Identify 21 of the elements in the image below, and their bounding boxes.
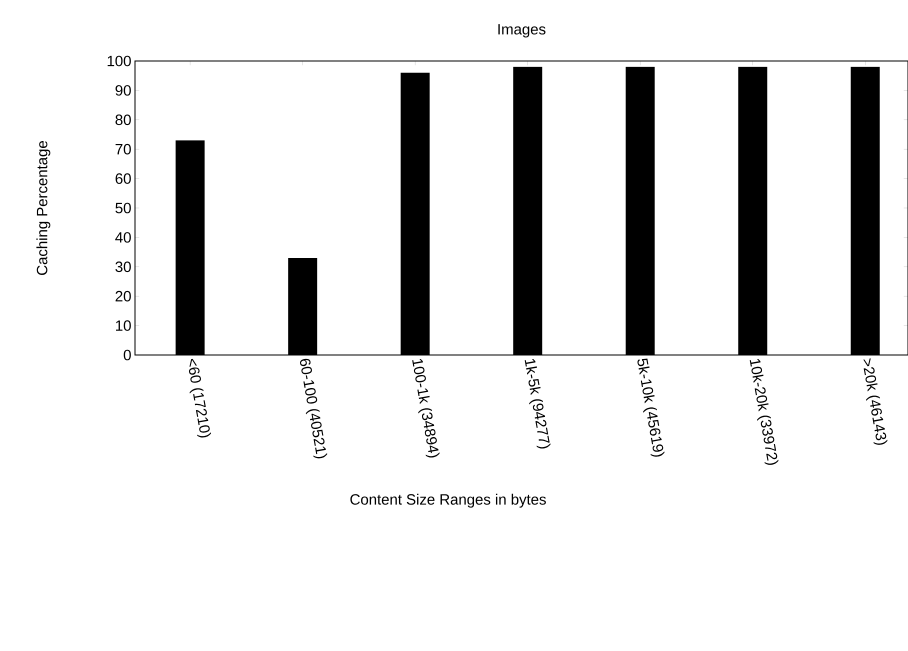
y-tick-label: 100 — [108, 56, 131, 66]
x-tick-label: 100-1k (34894) — [412, 359, 440, 458]
y-tick-label: 60 — [116, 173, 131, 184]
y-tick-label: 30 — [115, 262, 131, 272]
y-tick-label: 40 — [115, 232, 131, 243]
y-tick-label: 50 — [115, 202, 131, 214]
x-tick-label: 1k-5k (94277) — [524, 359, 551, 449]
y-tick-label: 10 — [116, 320, 131, 331]
x-axis-title: Content Size Ranges in bytes — [350, 494, 546, 508]
y-tick-label: 90 — [116, 85, 131, 96]
y-tick-label: 80 — [116, 114, 131, 126]
x-tick-label: 60-100 (40521) — [300, 358, 328, 458]
y-tick-label: 70 — [116, 144, 131, 154]
x-tick-label: 5k-10k (45619) — [637, 358, 664, 457]
x-tick-label: <60 (17210) — [189, 358, 212, 438]
y-tick-label: 20 — [116, 290, 131, 302]
x-tick-label: 10k-20k (33972) — [750, 359, 778, 465]
y-axis-title: Caching Percentage — [36, 140, 50, 275]
y-tick-label: 0 — [124, 350, 131, 360]
x-tick-label: >20k (46143) — [863, 358, 888, 445]
chart-title: Images — [498, 24, 546, 38]
